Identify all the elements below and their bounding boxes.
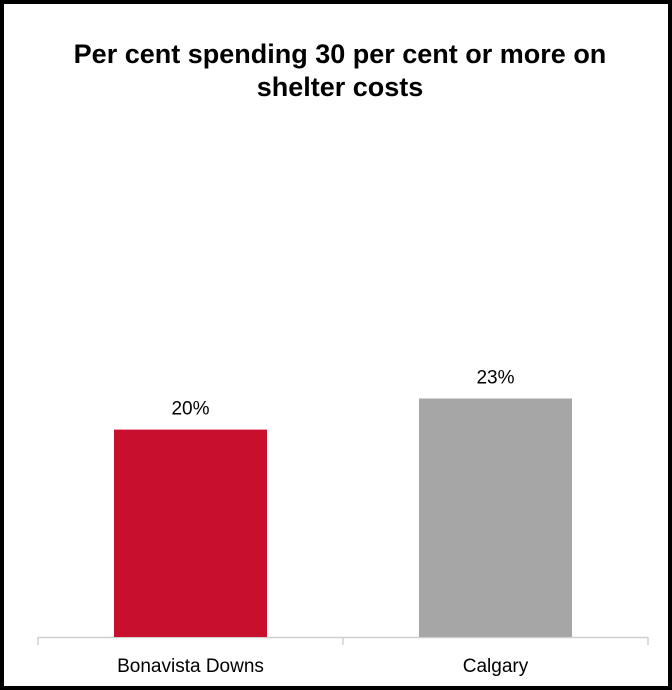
category-label-2: Calgary — [463, 656, 529, 677]
bar-2 — [419, 398, 572, 637]
bar-1 — [114, 429, 267, 637]
chart-title: Per cent spending 30 per cent or more on… — [73, 39, 607, 102]
data-label-2: 23% — [476, 367, 514, 388]
data-label-1: 20% — [171, 399, 209, 420]
category-label-1: Bonavista Downs — [117, 656, 264, 677]
